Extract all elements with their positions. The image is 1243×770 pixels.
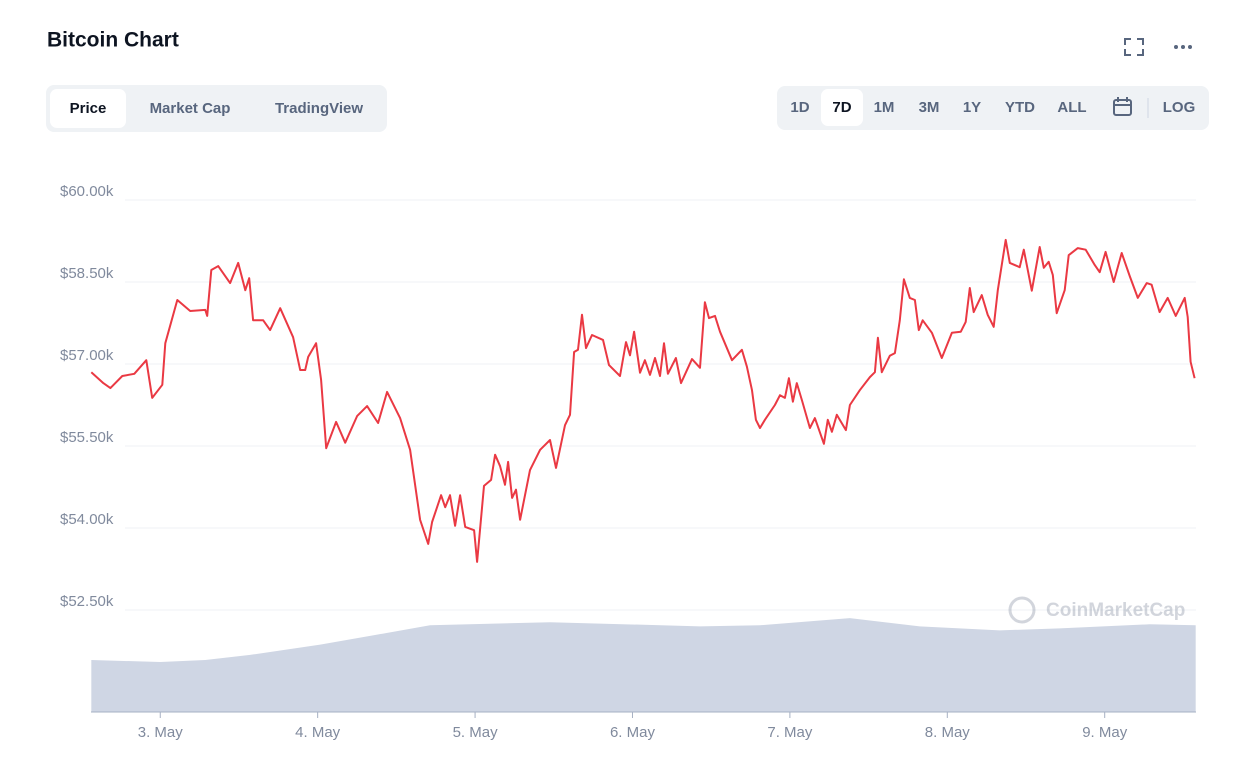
y-tick-label: $52.50k [60, 593, 114, 610]
tab[interactable]: TradingView [275, 100, 363, 117]
range-button[interactable]: 1M [874, 99, 895, 116]
price-line [90, 238, 1196, 563]
range-group [777, 86, 1209, 130]
range-button[interactable]: 3M [919, 99, 940, 116]
volume-area [91, 618, 1196, 712]
x-tick-label: 9. May [1082, 724, 1128, 741]
log-toggle[interactable]: LOG [1163, 99, 1196, 116]
y-tick-label: $57.00k [60, 347, 114, 364]
fullscreen-icon[interactable] [1124, 38, 1144, 56]
range-button[interactable]: YTD [1005, 99, 1035, 116]
tab[interactable]: Price [70, 100, 107, 117]
chart-title: Bitcoin Chart [47, 29, 179, 52]
x-tick-label: 3. May [138, 724, 184, 741]
tab[interactable]: Market Cap [150, 100, 231, 117]
range-selected [821, 89, 863, 126]
y-tick-label: $60.00k [60, 183, 114, 200]
y-tick-label: $58.50k [60, 265, 114, 282]
range-button[interactable]: 7D [832, 99, 851, 116]
x-tick-label: 4. May [295, 724, 341, 741]
watermark: CoinMarketCap [1008, 596, 1185, 624]
range-button[interactable]: ALL [1057, 99, 1086, 116]
range-button[interactable]: 1Y [963, 99, 981, 116]
y-tick-label: $55.50k [60, 429, 114, 446]
x-tick-label: 6. May [610, 724, 656, 741]
x-tick-label: 5. May [453, 724, 499, 741]
more-icon[interactable] [1174, 45, 1192, 49]
y-tick-label: $54.00k [60, 511, 114, 528]
tab-selected [50, 89, 126, 128]
watermark-text: CoinMarketCap [1046, 600, 1185, 621]
tab-group [46, 85, 387, 132]
range-button[interactable]: 1D [790, 99, 809, 116]
x-tick-label: 8. May [925, 724, 971, 741]
x-tick-label: 7. May [767, 724, 813, 741]
calendar-icon[interactable] [1113, 97, 1132, 116]
